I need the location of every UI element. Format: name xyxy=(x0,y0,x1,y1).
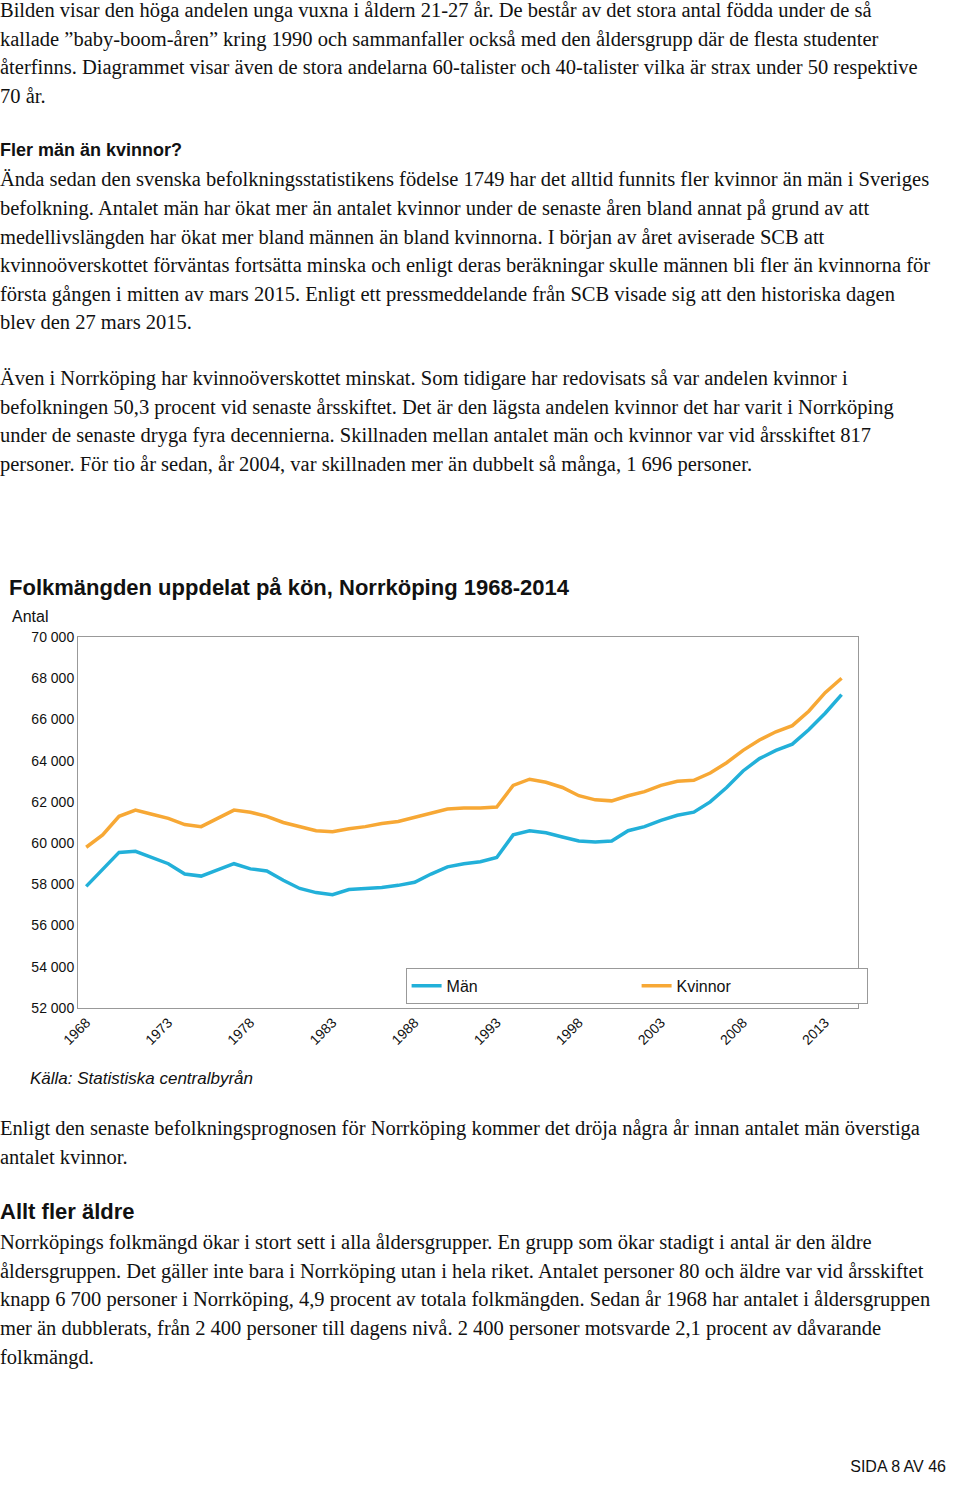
svg-text:1998: 1998 xyxy=(553,1014,586,1047)
html-text:Enligt den senaste befolknings: Enligt den senaste befolkningsprognosen … xyxy=(0,1117,920,1168)
html-text:Även i Norrköping har kvinnoöv: Även i Norrköping har kvinnoöverskottet … xyxy=(0,366,894,475)
svg-text:Kvinnor: Kvinnor xyxy=(677,978,732,995)
svg-text:56 000: 56 000 xyxy=(31,917,74,933)
svg-text:Källa: Statistiska centralbyrå: Källa: Statistiska centralbyrån xyxy=(30,1069,253,1088)
svg-text:52 000: 52 000 xyxy=(31,1000,74,1016)
svg-text:1988: 1988 xyxy=(388,1014,421,1047)
svg-text:66 000: 66 000 xyxy=(31,711,74,727)
svg-text:2013: 2013 xyxy=(799,1014,832,1047)
svg-text:70 000: 70 000 xyxy=(31,629,74,645)
html-text:Allt fler äldre: Allt fler äldre xyxy=(0,1199,135,1225)
svg-text:1978: 1978 xyxy=(224,1014,257,1047)
svg-text:68 000: 68 000 xyxy=(31,670,74,686)
svg-text:1983: 1983 xyxy=(306,1014,339,1047)
svg-text:Antal: Antal xyxy=(12,608,48,625)
svg-text:2008: 2008 xyxy=(717,1014,750,1047)
html-text:Norrköpings folkmängd ökar i s: Norrköpings folkmängd ökar i stort sett … xyxy=(0,1231,931,1368)
svg-text:1968: 1968 xyxy=(60,1014,93,1047)
svg-text:58 000: 58 000 xyxy=(31,876,74,892)
html-text:SIDA 8 AV 46: SIDA 8 AV 46 xyxy=(850,1458,946,1475)
html-text:Bilden visar den höga andelen: Bilden visar den höga andelen unga vuxna… xyxy=(0,0,918,107)
html-text:Ända sedan den svenska befolkn: Ända sedan den svenska befolkningsstatis… xyxy=(0,168,931,334)
svg-text:54 000: 54 000 xyxy=(31,959,74,975)
svg-text:1993: 1993 xyxy=(470,1014,503,1047)
svg-text:60 000: 60 000 xyxy=(31,835,74,851)
svg-text:Män: Män xyxy=(447,978,478,995)
html-text:Fler män än kvinnor?: Fler män än kvinnor? xyxy=(0,140,182,161)
svg-text:64 000: 64 000 xyxy=(31,753,74,769)
svg-text:1973: 1973 xyxy=(142,1014,175,1047)
svg-text:62 000: 62 000 xyxy=(31,794,74,810)
svg-text:Folkmängden uppdelat på kön, N: Folkmängden uppdelat på kön, Norrköping … xyxy=(9,575,570,600)
svg-text:2003: 2003 xyxy=(635,1014,668,1047)
